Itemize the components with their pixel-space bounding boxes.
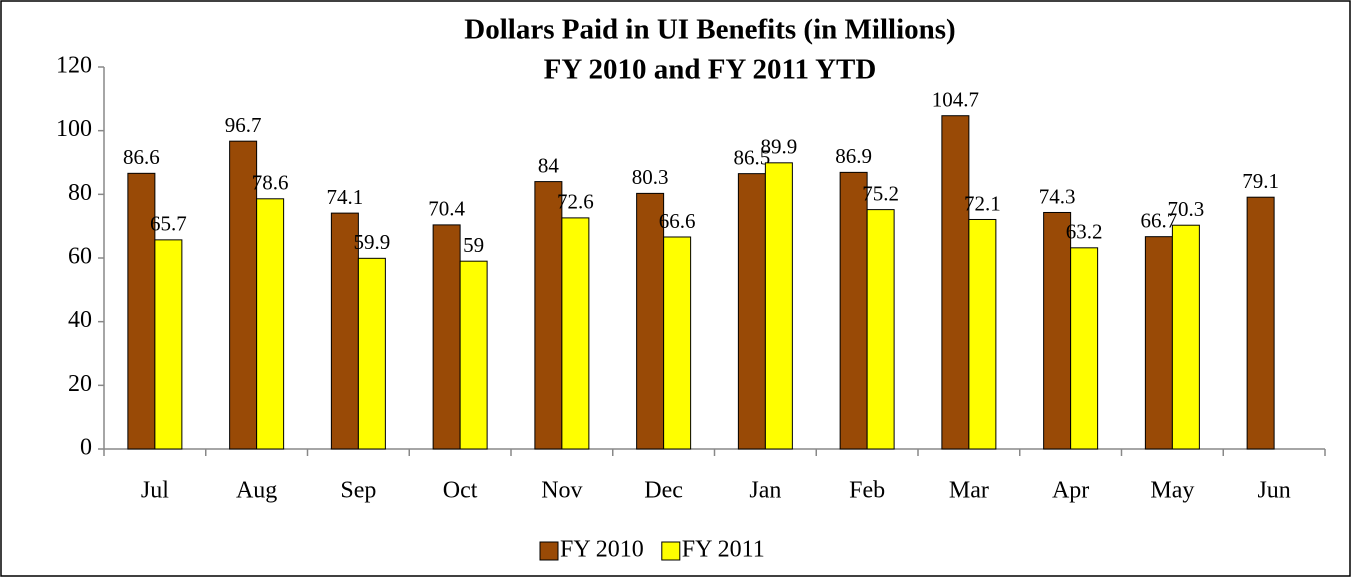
- data-label: 79.1: [1242, 169, 1279, 193]
- y-tick-label: 0: [80, 435, 92, 461]
- data-label: 66.7: [1141, 208, 1178, 232]
- data-label: 59: [463, 233, 484, 257]
- data-label: 75.2: [862, 181, 899, 205]
- bar: [1171, 224, 1200, 450]
- y-tick-label: 20: [68, 371, 92, 397]
- x-tick-label: Oct: [443, 478, 478, 504]
- x-tick-label: Apr: [1052, 478, 1089, 504]
- legend-label: FY 2010: [560, 537, 644, 563]
- chart-title: Dollars Paid in UI Benefits (in Millions…: [464, 14, 955, 46]
- bar: [561, 217, 590, 450]
- data-label: 86.6: [123, 145, 160, 169]
- y-tick-label: 120: [56, 53, 92, 79]
- x-tick-label: Dec: [644, 478, 683, 504]
- bar: [1246, 196, 1275, 450]
- data-label: 86.5: [734, 145, 771, 169]
- legend-swatch: [661, 541, 681, 561]
- bar: [941, 115, 970, 450]
- y-tick-label: 40: [68, 307, 92, 333]
- legend-swatch: [539, 541, 559, 561]
- bar: [127, 172, 156, 450]
- bar: [839, 171, 868, 450]
- bar: [154, 239, 183, 450]
- data-label: 72.6: [557, 190, 594, 214]
- bar: [1070, 247, 1099, 450]
- data-label: 65.7: [150, 212, 187, 236]
- bar: [229, 140, 258, 450]
- data-label: 80.3: [632, 165, 669, 189]
- bar: [432, 224, 461, 450]
- bar: [330, 212, 359, 450]
- bar: [968, 218, 997, 450]
- bar: [737, 173, 766, 450]
- data-label: 78.6: [252, 171, 289, 195]
- data-label: 74.3: [1039, 184, 1076, 208]
- data-label: 86.9: [835, 144, 872, 168]
- x-tick-label: Jun: [1257, 478, 1290, 504]
- x-tick-label: Sep: [340, 478, 376, 504]
- data-label: 63.2: [1066, 220, 1103, 244]
- data-label: 84: [538, 153, 560, 177]
- x-tick-label: May: [1150, 478, 1194, 504]
- x-tick-label: Feb: [849, 478, 885, 504]
- data-label: 70.4: [428, 197, 465, 221]
- data-label: 72.1: [964, 191, 1001, 215]
- x-tick-label: Aug: [236, 478, 277, 504]
- y-tick-label: 80: [68, 180, 92, 206]
- y-tick-label: 100: [56, 116, 92, 142]
- x-tick-label: Jan: [749, 478, 781, 504]
- bar: [663, 236, 692, 450]
- y-tick-label: 60: [68, 244, 92, 270]
- chart-subtitle: FY 2010 and FY 2011 YTD: [544, 54, 877, 86]
- bar: [636, 192, 665, 450]
- x-tick-label: Nov: [541, 478, 582, 504]
- data-label: 89.9: [761, 135, 798, 159]
- data-label: 74.1: [327, 185, 364, 209]
- data-label: 66.6: [659, 209, 696, 233]
- bar: [1144, 236, 1173, 450]
- x-tick-label: Mar: [949, 478, 989, 504]
- data-label: 59.9: [354, 230, 391, 254]
- data-label: 70.3: [1168, 197, 1205, 221]
- bar: [357, 257, 386, 450]
- bar: [764, 162, 793, 450]
- bar: [534, 181, 563, 450]
- bar: [256, 198, 285, 450]
- bar: [1043, 211, 1072, 450]
- bar: [866, 209, 895, 450]
- x-tick-label: Jul: [141, 478, 169, 504]
- data-label: 96.7: [225, 113, 262, 137]
- bar: [459, 260, 488, 450]
- legend-label: FY 2011: [682, 537, 765, 563]
- data-label: 104.7: [932, 88, 979, 112]
